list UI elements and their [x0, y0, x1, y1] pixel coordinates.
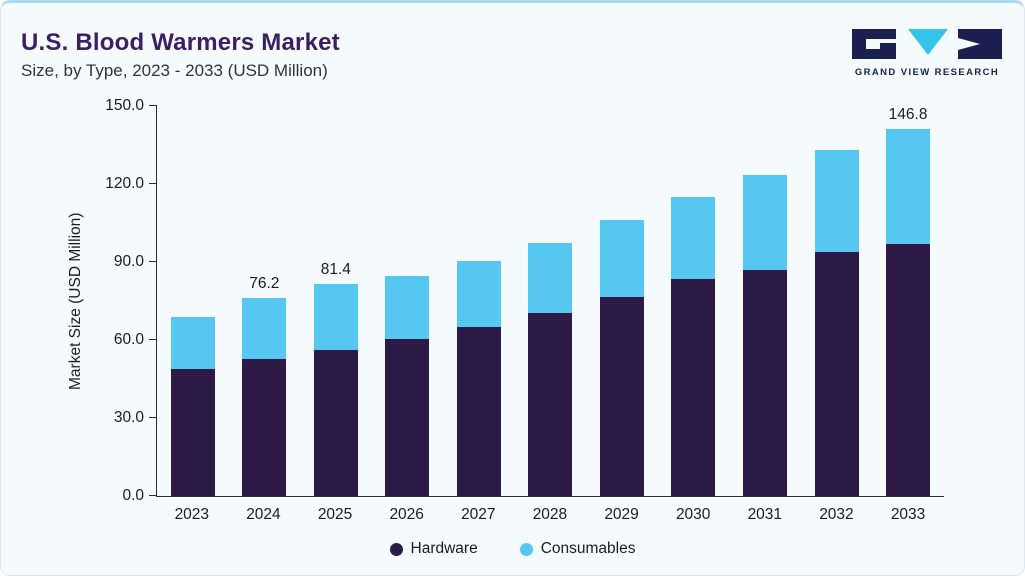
x-tick-label: 2026 [389, 506, 424, 523]
bar-segment-hardware [313, 349, 358, 496]
legend-label-hardware: Hardware [410, 540, 478, 557]
bar-group-2031 [743, 106, 788, 496]
legend-swatch-hardware [389, 542, 403, 556]
y-tick-label: 90.0 [113, 253, 144, 270]
x-labels: 2023 2024 2025 2026 2027 2028 2029 2030 2031 2032… [156, 506, 944, 524]
bar-group-2025: 81.4 [313, 106, 358, 496]
bar-group-2026 [385, 106, 430, 496]
legend-item-consumables: Consumables [519, 540, 636, 558]
bar-segment-consumables [886, 129, 931, 244]
y-tick-mark [149, 417, 157, 418]
bar-segment-hardware [599, 297, 644, 496]
bar-total-label: 81.4 [320, 261, 351, 279]
bar-segment-consumables [456, 260, 501, 327]
x-tick-label: 2025 [317, 506, 353, 523]
legend-swatch-consumables [519, 542, 533, 556]
legend: Hardware Consumables [1, 540, 1024, 558]
bar-segment-hardware [528, 312, 573, 496]
y-tick-mark [149, 105, 157, 106]
bar-segment-consumables [528, 242, 573, 313]
page-subtitle: Size, by Type, 2023 - 2033 (USD Million) [21, 61, 328, 80]
bar-segment-hardware [814, 252, 859, 496]
x-tick-label: 2027 [461, 506, 496, 523]
bars: 76.2 81.4 146.8 [157, 106, 944, 496]
bar-group-2033: 146.8 [886, 106, 931, 496]
bar-group-2023 [170, 106, 215, 496]
bar-segment-consumables [170, 316, 215, 369]
legend-item-hardware: Hardware [389, 540, 478, 558]
company-logo-text: GRAND VIEW RESEARCH [854, 67, 1000, 78]
bar-segment-hardware [671, 278, 716, 496]
legend-label-consumables: Consumables [540, 540, 636, 557]
plot-area: 76.2 81.4 146.8 0.0 30.0 60.0 90.0 120.0 150.0 [105, 97, 944, 504]
page-title: U.S. Blood Warmers Market [21, 29, 340, 56]
x-tick-label: 2024 [246, 506, 281, 523]
bar-segment-hardware [886, 243, 931, 496]
x-tick-label: 2031 [747, 506, 783, 523]
bar-segment-consumables [743, 174, 788, 270]
y-tick-mark [149, 261, 157, 262]
x-tick-label: 2032 [819, 506, 854, 523]
bar-group-2030 [671, 106, 716, 496]
x-tick-label: 2028 [532, 506, 568, 523]
x-tick-label: 2029 [604, 506, 639, 523]
y-tick-mark [149, 495, 157, 496]
bar-group-2027 [456, 106, 501, 496]
y-tick-label: 150.0 [105, 97, 144, 114]
y-tick-label: 30.0 [113, 409, 144, 426]
bar-total-label: 146.8 [888, 106, 928, 123]
bar-group-2029 [599, 106, 644, 496]
bar-group-2024: 76.2 [242, 106, 287, 496]
x-tick-label: 2033 [890, 506, 926, 523]
bar-segment-consumables [814, 150, 859, 253]
bar-segment-consumables [671, 197, 716, 279]
y-tick-label: 60.0 [113, 331, 144, 348]
y-tick-label: 120.0 [105, 175, 144, 192]
y-tick-mark [149, 183, 157, 184]
company-logo: GRAND VIEW RESEARCH [852, 29, 1002, 78]
y-tick-mark [149, 339, 157, 340]
bar-segment-consumables [313, 284, 358, 350]
bar-group-2032 [814, 106, 859, 496]
x-tick-label: 2030 [675, 506, 711, 523]
y-tick-label: 0.0 [122, 487, 144, 504]
bar-total-label: 76.2 [249, 274, 280, 292]
bar-segment-hardware [385, 338, 430, 496]
bar-segment-hardware [242, 358, 287, 496]
grand-view-research-logo-icon [852, 29, 1002, 63]
bar-segment-consumables [599, 220, 644, 298]
bar-segment-hardware [456, 327, 501, 496]
bar-segment-hardware [170, 368, 215, 496]
x-tick-label: 2023 [174, 506, 210, 523]
y-axis-title: Market Size (USD Million) [67, 212, 84, 391]
bar-segment-consumables [385, 276, 430, 339]
bar-segment-consumables [242, 297, 287, 359]
bar-group-2028 [528, 106, 573, 496]
bar-segment-hardware [743, 269, 788, 496]
